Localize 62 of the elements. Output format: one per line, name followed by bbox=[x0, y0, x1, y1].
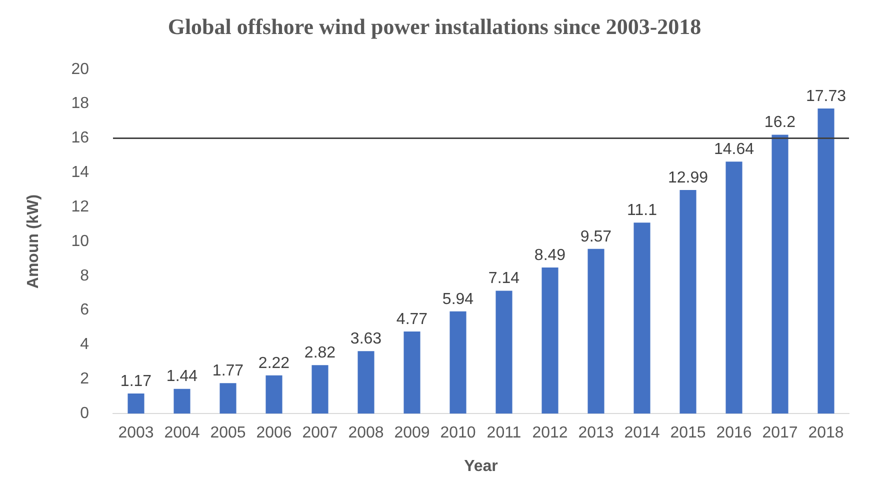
y-tick-label: 12 bbox=[71, 198, 90, 216]
data-label: 2.22 bbox=[258, 354, 290, 372]
data-label: 9.57 bbox=[580, 228, 612, 246]
y-tick-label: 2 bbox=[80, 370, 90, 388]
x-tick-label: 2007 bbox=[302, 424, 338, 442]
bar bbox=[542, 267, 558, 414]
y-tick-label: 6 bbox=[80, 302, 90, 319]
x-tick-label: 2018 bbox=[808, 424, 844, 442]
x-tick-label: 2009 bbox=[394, 424, 430, 442]
bar bbox=[772, 134, 788, 414]
y-tick-label: 4 bbox=[80, 336, 90, 354]
data-label: 1.17 bbox=[120, 372, 152, 390]
data-label: 8.49 bbox=[534, 246, 566, 264]
y-tick-label: 8 bbox=[80, 267, 90, 284]
y-tick-label: 20 bbox=[71, 60, 90, 78]
x-tick-label: 2012 bbox=[532, 424, 568, 442]
x-tick-label: 2015 bbox=[670, 424, 706, 442]
y-tick-label: 10 bbox=[71, 232, 90, 250]
data-label: 16.2 bbox=[764, 114, 796, 132]
data-label: 17.73 bbox=[806, 88, 846, 105]
x-tick-label: 2014 bbox=[624, 424, 660, 442]
bar bbox=[312, 365, 328, 414]
x-tick-label: 2017 bbox=[762, 424, 798, 442]
bar bbox=[450, 311, 466, 414]
bar bbox=[680, 190, 696, 414]
data-label: 12.99 bbox=[668, 169, 708, 186]
bar bbox=[358, 351, 374, 414]
x-tick-label: 2016 bbox=[716, 424, 752, 442]
x-tick-label: 2008 bbox=[348, 424, 384, 442]
data-label: 7.14 bbox=[488, 270, 520, 288]
bar bbox=[128, 393, 144, 414]
bar bbox=[818, 108, 834, 414]
data-label: 14.64 bbox=[714, 141, 754, 158]
bar bbox=[496, 290, 512, 414]
y-axis-title: Amoun (kW) bbox=[25, 194, 42, 289]
x-axis-title: Year bbox=[464, 458, 498, 475]
data-label: 1.77 bbox=[212, 362, 244, 380]
x-tick-label: 2005 bbox=[210, 424, 246, 442]
x-tick-label: 2006 bbox=[256, 424, 292, 442]
bar bbox=[588, 248, 604, 414]
bar bbox=[220, 383, 236, 414]
y-tick-label: 14 bbox=[71, 164, 90, 182]
data-label: 1.44 bbox=[166, 368, 198, 386]
chart-title: Global offshore wind power installations since 2003-2018 bbox=[168, 14, 702, 39]
x-tick-label: 2004 bbox=[164, 424, 200, 442]
x-tick-label: 2013 bbox=[578, 424, 614, 442]
data-label: 2.82 bbox=[304, 344, 336, 362]
data-label: 3.63 bbox=[350, 330, 382, 348]
bar bbox=[634, 222, 650, 414]
y-tick-label: 18 bbox=[71, 95, 90, 112]
x-tick-label: 2011 bbox=[486, 424, 522, 442]
x-tick-label: 2010 bbox=[440, 424, 476, 442]
bar bbox=[174, 388, 190, 414]
bar bbox=[404, 332, 420, 414]
data-label: 11.1 bbox=[627, 202, 658, 219]
y-tick-label: 0 bbox=[80, 405, 90, 422]
data-label: 4.77 bbox=[396, 310, 428, 328]
x-tick-label: 2003 bbox=[118, 424, 154, 442]
data-label: 5.94 bbox=[442, 290, 474, 308]
bar bbox=[266, 375, 282, 414]
y-tick-label: 16 bbox=[71, 130, 90, 147]
bar bbox=[726, 162, 742, 414]
